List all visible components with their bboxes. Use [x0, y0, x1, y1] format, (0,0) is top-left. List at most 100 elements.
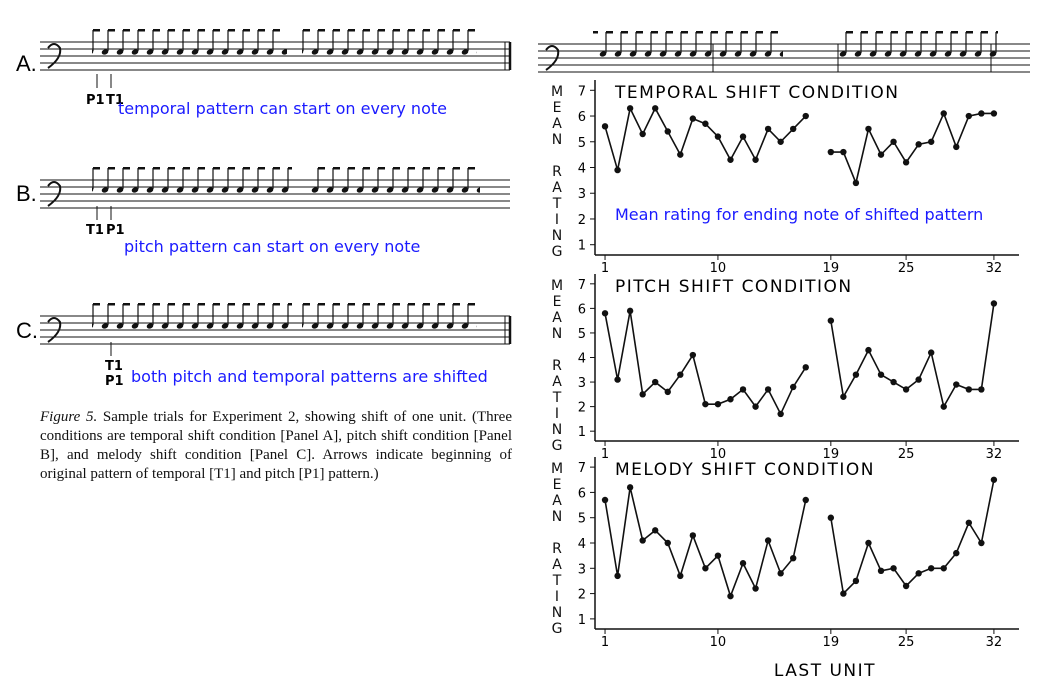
point	[714, 133, 722, 140]
point	[626, 307, 634, 315]
point	[790, 554, 797, 562]
point	[727, 156, 734, 163]
line	[604, 105, 994, 186]
point	[664, 128, 671, 135]
point	[990, 110, 998, 117]
point	[978, 539, 985, 547]
point	[626, 484, 634, 491]
point	[840, 590, 847, 597]
point	[777, 570, 784, 577]
chart-title: PITCH SHIFT CONDITION	[615, 277, 853, 297]
point	[840, 148, 847, 156]
y-tick-label: 5	[578, 512, 586, 527]
staff	[40, 160, 510, 210]
point	[614, 572, 621, 580]
point	[915, 570, 922, 577]
point	[940, 110, 947, 117]
caption-label: Figure 5.	[40, 409, 98, 425]
point	[689, 351, 697, 359]
y-tick-label: 2	[578, 401, 586, 416]
point	[990, 476, 998, 483]
point	[626, 105, 634, 112]
x-tick-label: 10	[710, 261, 727, 276]
staff	[538, 24, 1030, 74]
point	[652, 527, 659, 534]
point	[702, 565, 709, 572]
marker: T1	[105, 359, 123, 374]
panel-label: C.	[16, 318, 38, 343]
y-tick-label: 1	[578, 239, 586, 254]
y-tick-label: 5	[578, 136, 586, 151]
x-axis-label: LAST UNIT	[774, 661, 876, 681]
point	[890, 138, 897, 145]
point	[727, 592, 734, 600]
point	[677, 151, 684, 158]
point	[639, 537, 646, 544]
point	[614, 166, 621, 174]
y-axis-label: MEAN RATING	[549, 84, 565, 260]
x-tick-label: 25	[898, 261, 915, 276]
x-tick-label: 19	[823, 261, 840, 276]
point	[739, 386, 747, 393]
point	[990, 300, 998, 307]
point	[915, 141, 922, 148]
point	[890, 378, 897, 386]
point	[927, 565, 935, 572]
point	[639, 391, 646, 398]
marker: T1	[106, 93, 124, 108]
point	[852, 371, 860, 378]
point	[965, 112, 973, 120]
staff	[40, 22, 512, 72]
point	[965, 519, 973, 526]
point	[601, 123, 609, 130]
y-tick-label: 1	[578, 613, 586, 628]
annotation: both pitch and temporal patterns are shi…	[131, 367, 488, 386]
annotation: pitch pattern can start on every note	[124, 237, 420, 256]
x-tick-label: 1	[601, 261, 609, 276]
point	[790, 125, 797, 133]
x-tick-label: 25	[898, 635, 915, 650]
point	[827, 514, 835, 521]
point	[601, 496, 609, 504]
x-tick-label: 19	[823, 635, 840, 650]
caption-text: Sample trials for Experiment 2, showing …	[40, 409, 512, 482]
point	[714, 552, 722, 559]
point	[827, 317, 835, 324]
point	[877, 567, 885, 575]
line	[604, 479, 995, 599]
point	[890, 565, 897, 572]
point	[689, 532, 697, 539]
point	[940, 565, 947, 572]
point	[953, 549, 960, 557]
y-tick-label: 2	[578, 588, 586, 603]
staff	[40, 296, 512, 346]
point	[677, 371, 684, 378]
point	[953, 143, 960, 151]
point	[978, 386, 985, 393]
point	[940, 403, 947, 410]
y-tick-label: 3	[578, 376, 586, 391]
y-tick-label: 2	[578, 213, 586, 228]
point	[840, 393, 847, 400]
point	[739, 133, 747, 140]
y-tick-label: 3	[578, 562, 586, 577]
y-tick-label: 6	[578, 302, 586, 317]
panel-label: B.	[16, 181, 37, 206]
x-tick-label: 1	[601, 635, 609, 650]
chart-title: TEMPORAL SHIFT CONDITION	[614, 83, 899, 103]
point	[902, 582, 910, 590]
point	[689, 115, 697, 122]
point	[852, 179, 860, 187]
point	[664, 388, 671, 396]
x-tick-label: 25	[898, 447, 915, 462]
point	[677, 572, 684, 580]
marker: T1	[86, 223, 104, 238]
point	[802, 496, 809, 504]
point	[777, 410, 784, 418]
point	[865, 539, 872, 547]
caption: Figure 5. Sample trials for Experiment 2…	[40, 408, 512, 484]
y-tick-label: 5	[578, 327, 586, 342]
point	[978, 110, 985, 117]
chart-title: MELODY SHIFT CONDITION	[615, 460, 875, 480]
